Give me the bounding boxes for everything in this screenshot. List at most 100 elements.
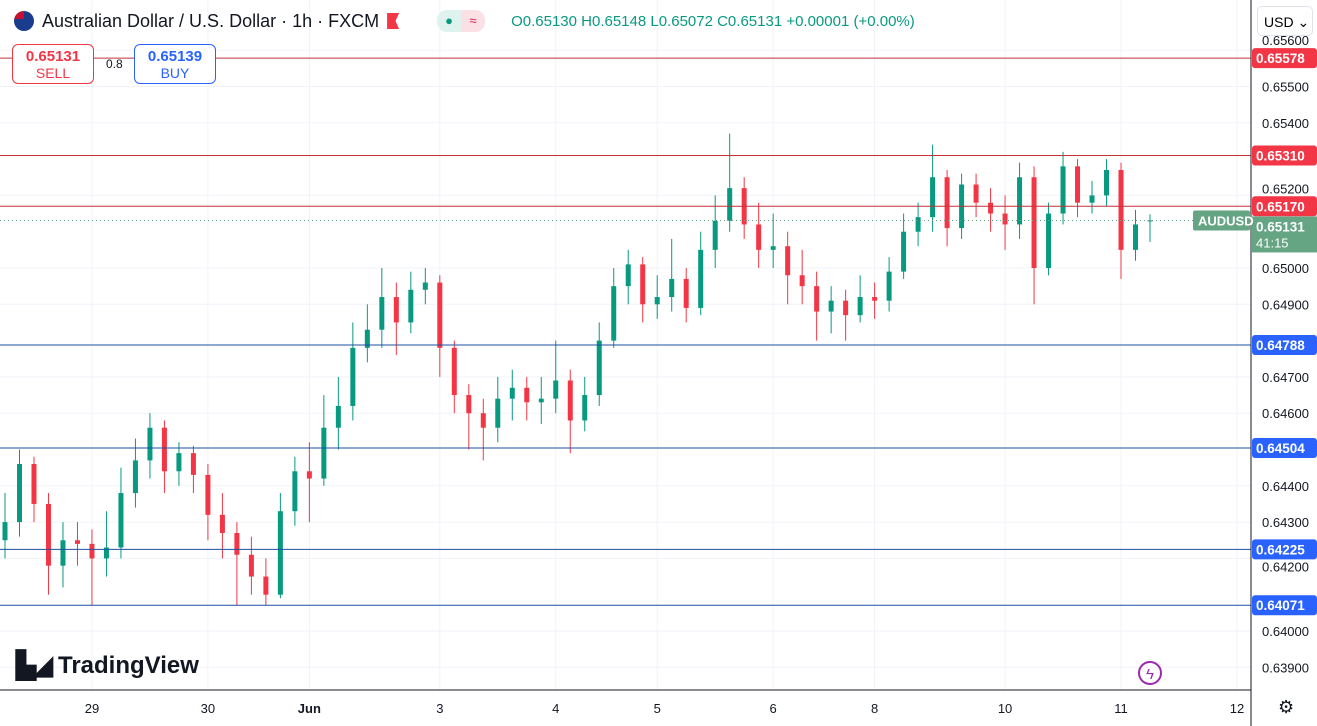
candle-body xyxy=(364,329,370,348)
candle-body xyxy=(335,405,341,428)
time-tick-label: 8 xyxy=(871,701,878,716)
candle-body xyxy=(45,503,51,566)
candle-body xyxy=(1075,166,1081,203)
candle-body xyxy=(509,387,515,399)
candle-body xyxy=(698,249,704,308)
price-tick-label: 0.65000 xyxy=(1262,261,1309,276)
candle-body xyxy=(640,264,646,305)
candle-body xyxy=(321,427,327,479)
candle-body xyxy=(915,217,921,232)
candle-body xyxy=(74,540,80,544)
candle-body xyxy=(306,471,312,479)
candle-body xyxy=(886,271,892,301)
candle-body xyxy=(1031,177,1037,268)
candle-body xyxy=(466,395,472,414)
flag-marker-icon[interactable] xyxy=(387,13,400,29)
candle-body xyxy=(1046,213,1052,268)
sell-label: SELL xyxy=(35,65,71,81)
spread: 0.8 xyxy=(106,57,123,71)
price-tick-label: 0.65600 xyxy=(1262,33,1309,48)
last-price-value: 0.65131 xyxy=(1256,219,1305,234)
price-tick-label: 0.64200 xyxy=(1262,559,1309,574)
time-axis xyxy=(0,690,1251,726)
candle-body xyxy=(727,188,733,221)
candle-body xyxy=(161,427,167,472)
candle-body xyxy=(263,576,269,595)
time-tick-label: 10 xyxy=(998,701,1012,716)
candle-body xyxy=(16,464,22,523)
market-open-dot-icon: ● xyxy=(437,10,462,32)
candle-body xyxy=(770,246,776,250)
candle-body xyxy=(944,177,950,229)
candle-body xyxy=(1089,195,1095,203)
time-tick-label: 29 xyxy=(85,701,99,716)
candle-body xyxy=(103,547,109,559)
level-price-label xyxy=(1252,145,1317,166)
buy-button[interactable]: 0.65139 BUY xyxy=(134,44,216,84)
data-delay-icon: ≈ xyxy=(461,10,486,32)
tradingview-logo[interactable]: ▙◢ TradingView xyxy=(16,650,199,681)
candle-body xyxy=(205,474,211,515)
candle-body xyxy=(669,278,675,298)
candle-body xyxy=(930,177,936,218)
price-tick-label: 0.64400 xyxy=(1262,479,1309,494)
candle-body xyxy=(799,275,805,287)
time-tick-label: 30 xyxy=(201,701,215,716)
candle-body xyxy=(277,511,283,595)
settings-gear-icon[interactable]: ⚙ xyxy=(1278,697,1295,717)
bar-countdown: 41:15 xyxy=(1256,235,1289,250)
time-tick-label: 12 xyxy=(1230,701,1244,716)
price-tick-label: 0.64300 xyxy=(1262,515,1309,530)
level-price-text: 0.65578 xyxy=(1256,51,1305,66)
level-price-label xyxy=(1252,334,1317,355)
candle-body xyxy=(292,471,298,512)
candle-body xyxy=(2,522,8,541)
time-tick-label: Jun xyxy=(298,701,321,716)
price-tick-label: 0.65200 xyxy=(1262,181,1309,196)
logo-text: TradingView xyxy=(58,651,199,679)
level-price-text: 0.64788 xyxy=(1256,338,1305,353)
level-price-label xyxy=(1252,48,1317,69)
candle-body xyxy=(132,460,138,494)
level-price-label xyxy=(1252,438,1317,459)
lightning-icon[interactable]: ϟ xyxy=(1138,661,1162,685)
buy-price: 0.65139 xyxy=(147,48,203,65)
candle-body xyxy=(60,540,66,566)
sell-button[interactable]: 0.65131 SELL xyxy=(12,44,94,84)
candle-body xyxy=(437,282,443,348)
candle-body xyxy=(538,398,544,403)
candle-body xyxy=(988,202,994,214)
candle-body xyxy=(480,413,486,428)
candle-body xyxy=(1017,177,1023,225)
candle-body xyxy=(524,387,530,403)
ohlc-readout: O0.65130 H0.65148 L0.65072 C0.65131 +0.0… xyxy=(511,12,915,30)
candle-body xyxy=(190,453,196,475)
price-tick-label: 0.65500 xyxy=(1262,80,1309,95)
candle-body xyxy=(219,514,225,533)
price-tick-label: 0.65400 xyxy=(1262,116,1309,131)
sell-price: 0.65131 xyxy=(25,48,81,65)
last-price-label xyxy=(1252,216,1317,253)
market-status[interactable]: ● ≈ xyxy=(437,10,486,32)
candle-body xyxy=(814,286,820,312)
price-axis xyxy=(1251,0,1317,726)
candle-body xyxy=(89,543,95,559)
candle-body xyxy=(683,278,689,308)
candle-body xyxy=(1002,213,1008,225)
level-price-label xyxy=(1252,595,1317,616)
candle-body xyxy=(756,224,762,250)
candle-body xyxy=(393,297,399,323)
candle-body xyxy=(1060,166,1066,214)
candle-body xyxy=(451,347,457,396)
symbol-title[interactable]: Australian Dollar / U.S. Dollar · 1h · F… xyxy=(42,10,380,31)
level-price-text: 0.65170 xyxy=(1256,199,1305,214)
candle-body xyxy=(654,297,660,305)
candle-body xyxy=(31,464,37,504)
level-price-label xyxy=(1252,539,1317,560)
symbol-label-text: AUDUSD xyxy=(1198,213,1254,228)
candle-body xyxy=(248,554,254,577)
currency-select[interactable]: USD ⌄ xyxy=(1257,6,1313,36)
candle-body xyxy=(1147,220,1153,222)
candle-body xyxy=(901,231,907,272)
